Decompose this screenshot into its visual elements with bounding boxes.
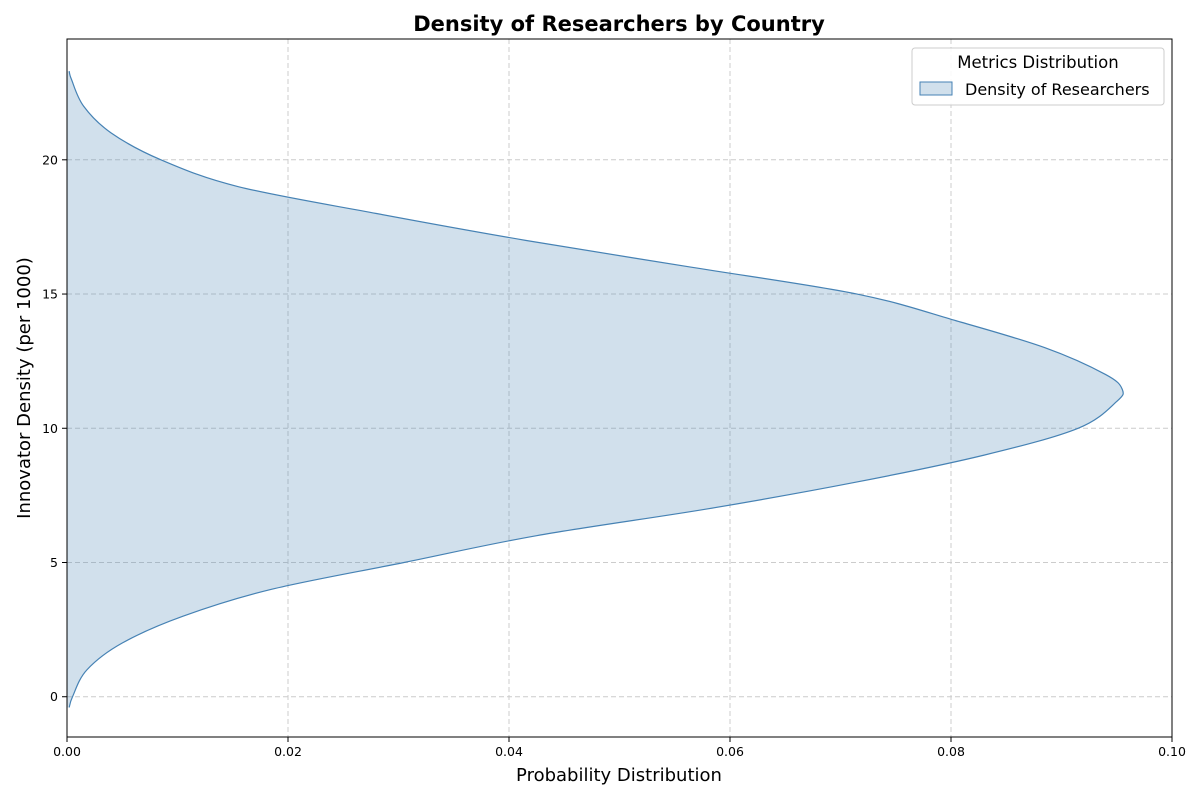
x-tick-label-0: 0.00 bbox=[53, 744, 81, 759]
legend-swatch bbox=[919, 81, 953, 96]
x-axis-label: Probability Distribution bbox=[516, 765, 722, 786]
chart-title: Density of Researchers by Country bbox=[413, 12, 825, 36]
y-tick-label-3: 15 bbox=[42, 287, 58, 302]
density-area-layer bbox=[67, 71, 1124, 708]
legend-entry-label: Density of Researchers bbox=[965, 80, 1150, 99]
x-tick-label-1: 0.02 bbox=[274, 744, 302, 759]
density-area-fill bbox=[67, 71, 1124, 708]
y-tick-label-4: 20 bbox=[42, 152, 58, 167]
legend: Metrics Distribution Density of Research… bbox=[911, 47, 1165, 106]
x-tick-label-4: 0.08 bbox=[937, 744, 965, 759]
density-curve-line bbox=[68, 71, 1124, 708]
plot-frame bbox=[66, 38, 1173, 738]
x-tick-label-3: 0.06 bbox=[716, 744, 744, 759]
legend-title: Metrics Distribution bbox=[957, 53, 1118, 72]
legend-box bbox=[911, 47, 1165, 106]
y-tick-label-1: 5 bbox=[50, 555, 58, 570]
x-axis-ticks: 0.00 0.02 0.04 0.06 0.08 0.10 bbox=[53, 737, 1186, 759]
x-tick-label-2: 0.04 bbox=[495, 744, 523, 759]
y-tick-label-2: 10 bbox=[42, 421, 58, 436]
y-axis-ticks: 0 5 10 15 20 bbox=[42, 152, 67, 704]
y-axis-label: Innovator Density (per 1000) bbox=[14, 257, 35, 519]
grid-lines bbox=[66, 39, 1173, 737]
x-tick-label-5: 0.10 bbox=[1158, 744, 1186, 759]
y-tick-label-0: 0 bbox=[50, 689, 58, 704]
